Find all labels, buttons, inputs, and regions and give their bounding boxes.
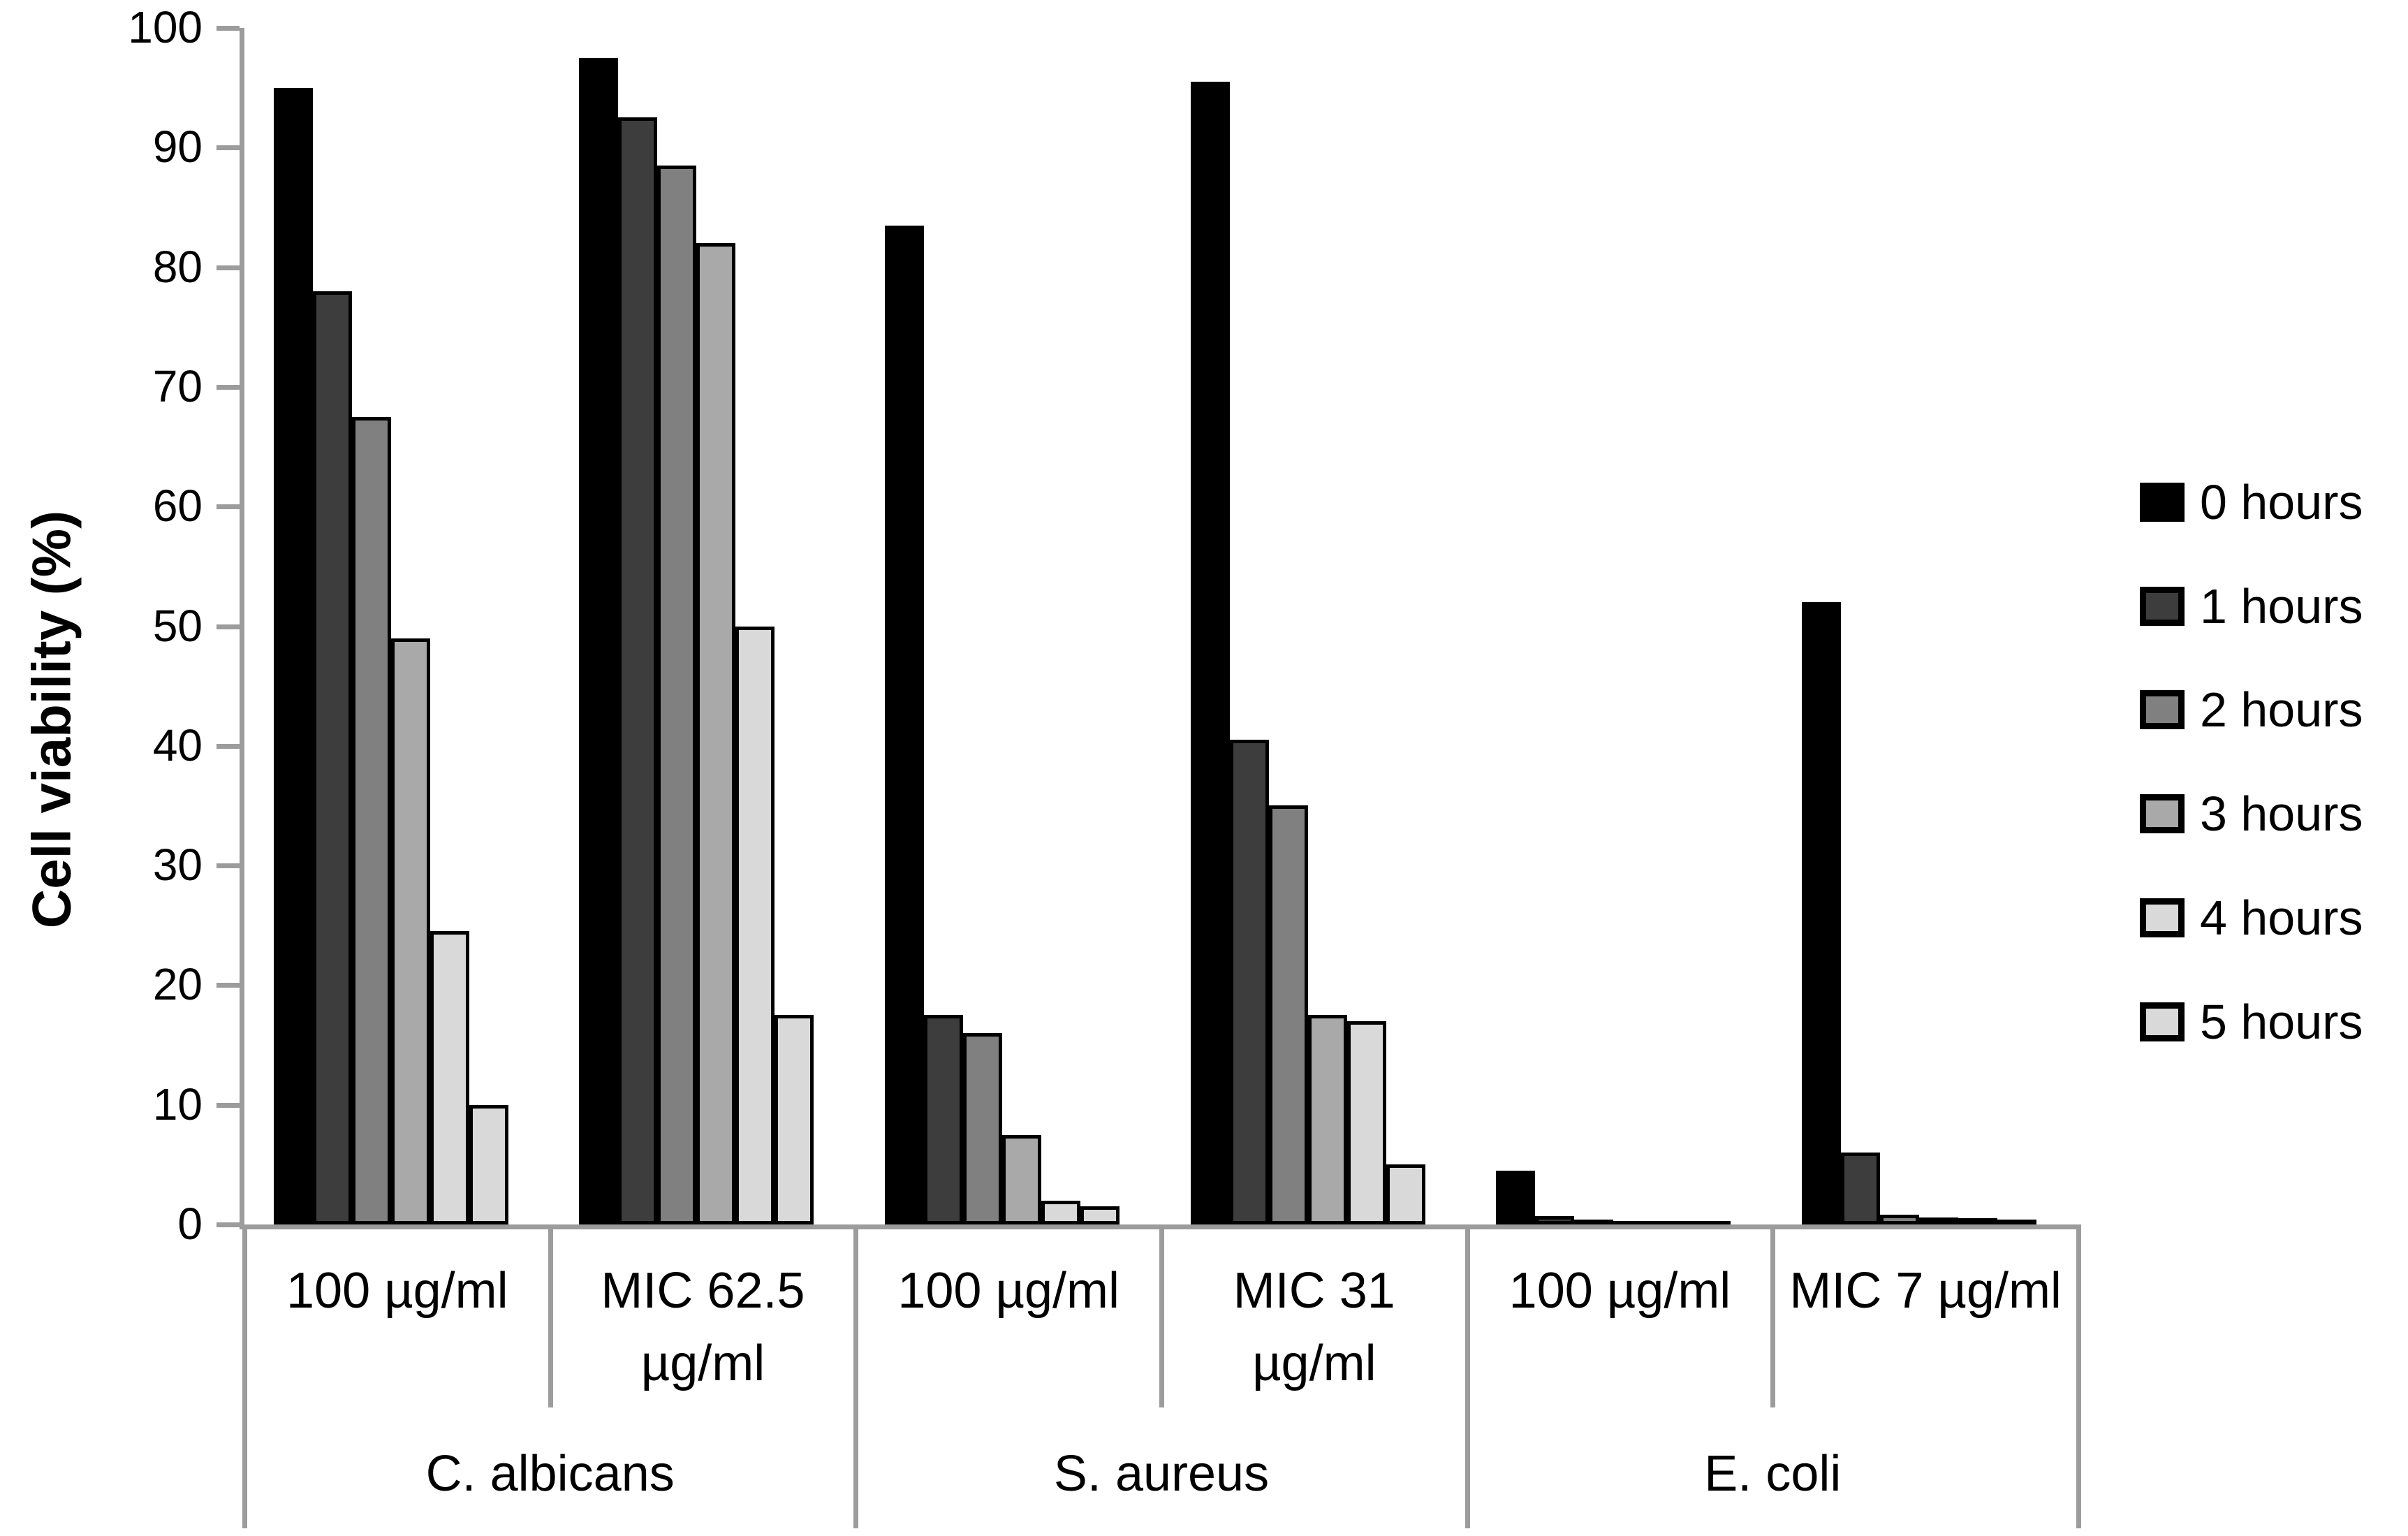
y-axis-tick	[216, 863, 240, 869]
y-axis-tick-label: 0	[177, 1199, 203, 1249]
species-divider	[853, 1224, 859, 1528]
y-axis-tick-label: 60	[152, 481, 203, 532]
dose-divider	[1159, 1224, 1164, 1407]
bar	[390, 638, 430, 1224]
y-axis-tick-label: 40	[152, 719, 203, 770]
legend-swatch	[2140, 690, 2185, 730]
bar	[579, 57, 619, 1224]
bar	[430, 931, 469, 1224]
legend-label: 1 hours	[2200, 578, 2363, 634]
dose-divider	[548, 1224, 553, 1407]
legend-label: 0 hours	[2200, 475, 2363, 529]
y-axis-tick	[216, 743, 240, 749]
bar	[962, 1032, 1002, 1224]
legend-label: 3 hours	[2200, 787, 2363, 842]
species-divider	[2076, 1224, 2081, 1528]
legend-item: 1 hours	[2140, 575, 2363, 638]
species-label: S. aureus	[1053, 1446, 1270, 1502]
legend-item: 3 hours	[2140, 782, 2363, 845]
bar	[312, 291, 352, 1224]
species-divider	[242, 1224, 247, 1528]
y-axis-tick	[216, 145, 240, 151]
y-axis-tick-label: 80	[152, 241, 203, 292]
legend-item: 4 hours	[2140, 886, 2363, 949]
y-axis-tick-label: 90	[152, 122, 203, 173]
species-label: C. albicans	[425, 1446, 675, 1502]
bar	[1879, 1215, 1919, 1224]
y-axis-tick	[216, 1222, 240, 1227]
bar	[1229, 740, 1269, 1224]
bar	[273, 87, 313, 1224]
dose-label: 100 µg/ml	[1508, 1263, 1731, 1319]
legend-item: 0 hours	[2140, 471, 2363, 534]
legend-swatch	[2140, 1002, 2185, 1041]
bar	[618, 117, 658, 1224]
bar	[1386, 1164, 1425, 1224]
bar	[1268, 805, 1308, 1224]
y-axis-tick-label: 70	[152, 360, 203, 411]
bar	[1190, 82, 1230, 1224]
y-axis-tick	[216, 265, 240, 270]
species-label: E. coli	[1704, 1446, 1842, 1502]
y-axis-tick	[216, 384, 240, 390]
bar	[1801, 602, 1841, 1224]
bar	[1918, 1217, 1958, 1224]
legend-swatch	[2140, 794, 2185, 834]
y-axis-tick-label: 100	[128, 2, 203, 52]
legend-swatch	[2140, 483, 2185, 522]
dose-label: 100 µg/ml	[897, 1263, 1119, 1319]
legend-item: 5 hours	[2140, 990, 2363, 1053]
bar	[1001, 1134, 1041, 1224]
y-axis-tick	[216, 624, 240, 629]
bar	[774, 1015, 814, 1224]
y-axis-tick-label: 50	[152, 600, 203, 651]
bar	[1041, 1200, 1080, 1224]
y-axis-tick	[216, 1102, 240, 1108]
bar	[1535, 1216, 1575, 1224]
bar	[923, 1015, 963, 1224]
dose-label: MIC 62.5 µg/ml	[601, 1263, 805, 1391]
legend-item: 2 hours	[2140, 678, 2363, 741]
legend-swatch	[2140, 586, 2185, 626]
y-axis-line	[240, 28, 244, 1229]
legend-swatch	[2140, 898, 2185, 937]
bar	[1080, 1206, 1120, 1224]
bar	[1307, 1015, 1347, 1224]
y-axis-tick	[216, 504, 240, 510]
y-axis-tick	[216, 26, 240, 31]
legend-label: 2 hours	[2200, 682, 2363, 738]
legend-label: 4 hours	[2200, 890, 2363, 945]
bar	[351, 416, 391, 1224]
bar	[469, 1104, 508, 1224]
y-axis-tick-label: 10	[152, 1078, 203, 1129]
dose-divider	[1770, 1224, 1776, 1407]
x-axis-line	[240, 1224, 2078, 1229]
dose-label: MIC 31 µg/ml	[1233, 1263, 1395, 1391]
dose-label: MIC 7 µg/ml	[1789, 1263, 2062, 1319]
bar	[696, 243, 736, 1224]
bar	[1840, 1153, 1880, 1224]
bar	[1958, 1218, 1997, 1226]
y-axis-tick-label: 30	[152, 840, 203, 891]
bar	[657, 165, 697, 1224]
species-divider	[1464, 1224, 1470, 1528]
y-axis-tick	[216, 983, 240, 988]
bar	[735, 626, 775, 1224]
legend-label: 5 hours	[2200, 994, 2363, 1049]
bar	[884, 225, 924, 1224]
y-axis-tick-label: 20	[152, 959, 203, 1010]
bar	[1346, 1021, 1386, 1224]
bar	[1496, 1170, 1536, 1224]
dose-label: 100 µg/ml	[286, 1263, 508, 1319]
